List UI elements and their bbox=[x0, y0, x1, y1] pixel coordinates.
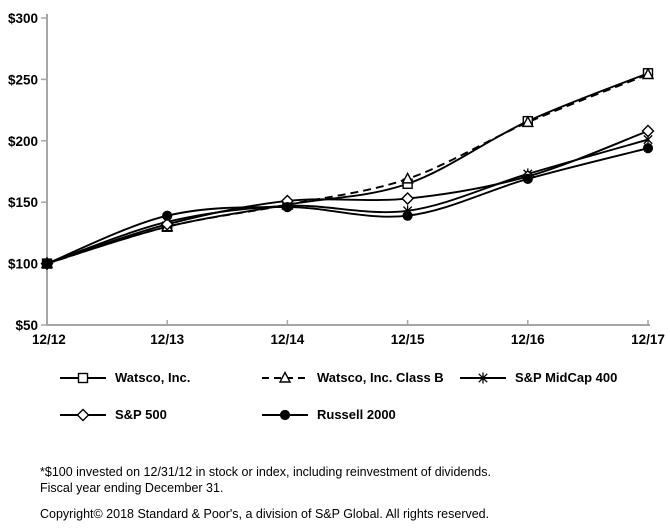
russell-line-icon bbox=[262, 409, 308, 420]
watsco-line-icon bbox=[60, 372, 106, 383]
chart-footnote: *$100 invested on 12/31/12 in stock or i… bbox=[40, 464, 491, 496]
footnote-line-2: Fiscal year ending December 31. bbox=[40, 481, 224, 495]
svg-text:12/16: 12/16 bbox=[511, 332, 545, 347]
chart-area: $50 $100 $150 $200 $250 $300 12/12 12/13 12/14 12… bbox=[8, 11, 665, 347]
stock-performance-chart: $50 $100 $150 $200 $250 $300 12/12 12/13 12/14 12… bbox=[8, 11, 665, 347]
legend-item-sp-midcap-400: S&P MidCap 400 bbox=[460, 370, 617, 385]
copyright-notice: Copyright© 2018 Standard & Poor's, a div… bbox=[40, 507, 490, 521]
watsco-class-b-line-icon bbox=[262, 370, 308, 383]
svg-text:$300: $300 bbox=[8, 11, 38, 26]
footnote-line-1: *$100 invested on 12/31/12 in stock or i… bbox=[40, 465, 491, 479]
legend-label: Russell 2000 bbox=[317, 407, 396, 422]
legend-label: Watsco, Inc. Class B bbox=[317, 370, 444, 385]
svg-text:$100: $100 bbox=[8, 257, 38, 272]
sp500-line-icon bbox=[60, 408, 106, 421]
legend-item-watsco-class-b: Watsco, Inc. Class B bbox=[262, 370, 444, 385]
svg-text:$250: $250 bbox=[8, 72, 38, 87]
sp-midcap-line-icon bbox=[460, 372, 506, 383]
legend-item-sp-500: S&P 500 bbox=[60, 407, 167, 422]
svg-text:12/15: 12/15 bbox=[391, 332, 425, 347]
legend-label: Watsco, Inc. bbox=[115, 370, 191, 385]
legend-item-watsco: Watsco, Inc. bbox=[60, 370, 190, 385]
svg-text:12/13: 12/13 bbox=[150, 332, 184, 347]
svg-text:12/14: 12/14 bbox=[271, 332, 305, 347]
legend-label: S&P 500 bbox=[115, 407, 167, 422]
svg-text:$50: $50 bbox=[15, 318, 38, 333]
legend-label: S&P MidCap 400 bbox=[515, 370, 618, 385]
svg-text:12/12: 12/12 bbox=[32, 332, 66, 347]
svg-text:$200: $200 bbox=[8, 134, 38, 149]
svg-text:$150: $150 bbox=[8, 195, 38, 210]
svg-text:12/17: 12/17 bbox=[631, 332, 665, 347]
legend-item-russell-2000: Russell 2000 bbox=[262, 407, 396, 422]
